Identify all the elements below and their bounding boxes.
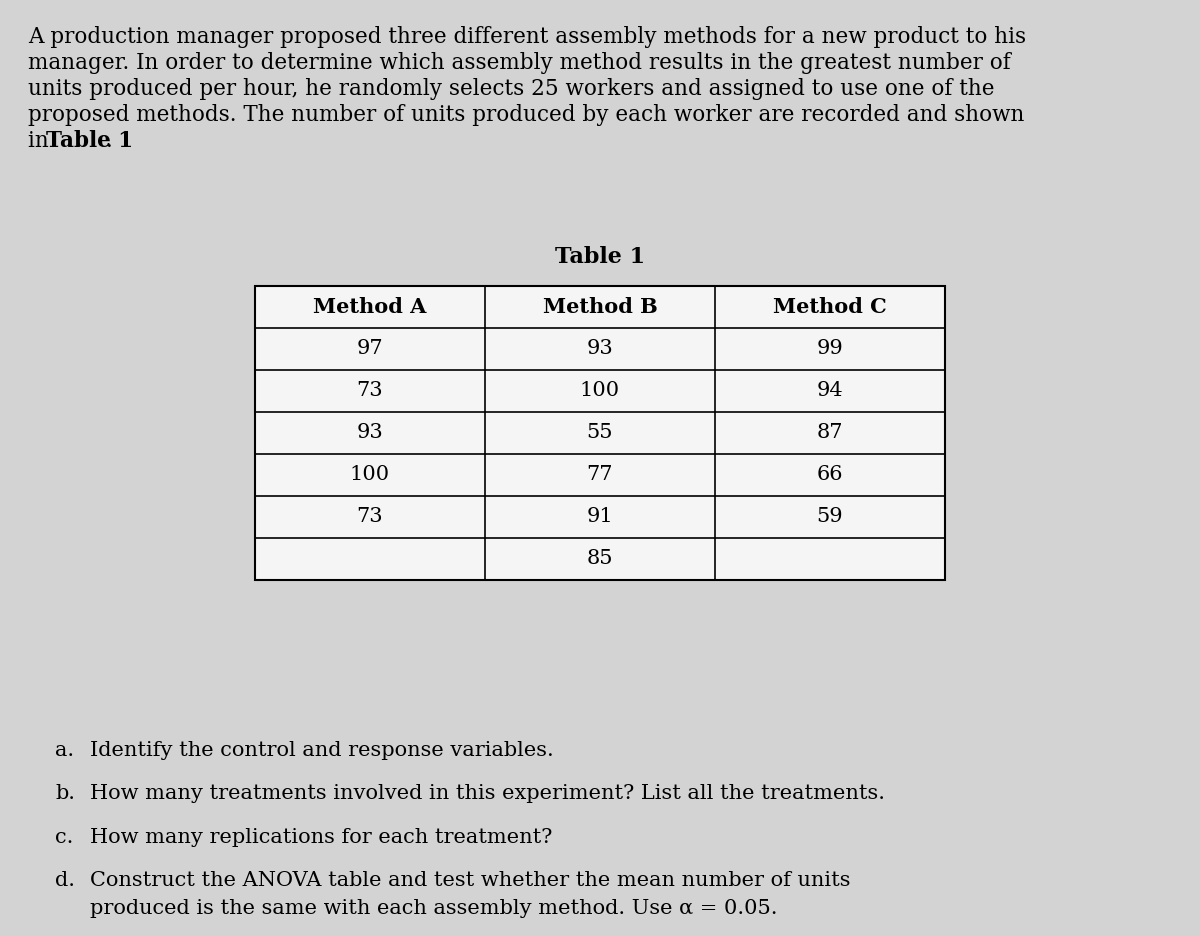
Text: manager. In order to determine which assembly method results in the greatest num: manager. In order to determine which ass… xyxy=(28,52,1010,74)
Text: 66: 66 xyxy=(817,465,844,485)
Text: c.: c. xyxy=(55,827,73,847)
Bar xyxy=(256,286,946,580)
Text: 94: 94 xyxy=(817,382,844,401)
Text: proposed methods. The number of units produced by each worker are recorded and s: proposed methods. The number of units pr… xyxy=(28,104,1025,126)
Text: b.: b. xyxy=(55,784,74,803)
Text: 73: 73 xyxy=(356,507,383,526)
Text: 87: 87 xyxy=(817,423,844,443)
Text: Method B: Method B xyxy=(542,297,658,317)
Text: Table 1: Table 1 xyxy=(554,246,646,268)
Text: Table 1: Table 1 xyxy=(46,130,133,152)
Text: 59: 59 xyxy=(817,507,844,526)
Text: units produced per hour, he randomly selects 25 workers and assigned to use one : units produced per hour, he randomly sel… xyxy=(28,78,995,100)
Text: How many replications for each treatment?: How many replications for each treatment… xyxy=(90,827,552,847)
Text: .: . xyxy=(106,130,113,152)
Text: Identify the control and response variables.: Identify the control and response variab… xyxy=(90,741,553,760)
Text: in: in xyxy=(28,130,55,152)
Text: 85: 85 xyxy=(587,549,613,568)
Text: 100: 100 xyxy=(580,382,620,401)
Text: How many treatments involved in this experiment? List all the treatments.: How many treatments involved in this exp… xyxy=(90,784,886,803)
Text: Method C: Method C xyxy=(773,297,887,317)
Text: 99: 99 xyxy=(817,340,844,358)
Text: 93: 93 xyxy=(356,423,383,443)
Text: 91: 91 xyxy=(587,507,613,526)
Text: 55: 55 xyxy=(587,423,613,443)
Text: 97: 97 xyxy=(356,340,383,358)
Text: 100: 100 xyxy=(350,465,390,485)
Text: 77: 77 xyxy=(587,465,613,485)
Text: Method A: Method A xyxy=(313,297,427,317)
Text: 73: 73 xyxy=(356,382,383,401)
Text: A production manager proposed three different assembly methods for a new product: A production manager proposed three diff… xyxy=(28,26,1026,48)
Text: Construct the ANOVA table and test whether the mean number of units: Construct the ANOVA table and test wheth… xyxy=(90,871,851,890)
Text: 93: 93 xyxy=(587,340,613,358)
Text: produced is the same with each assembly method. Use α = 0.05.: produced is the same with each assembly … xyxy=(90,899,778,918)
Text: d.: d. xyxy=(55,871,74,890)
Text: a.: a. xyxy=(55,741,74,760)
